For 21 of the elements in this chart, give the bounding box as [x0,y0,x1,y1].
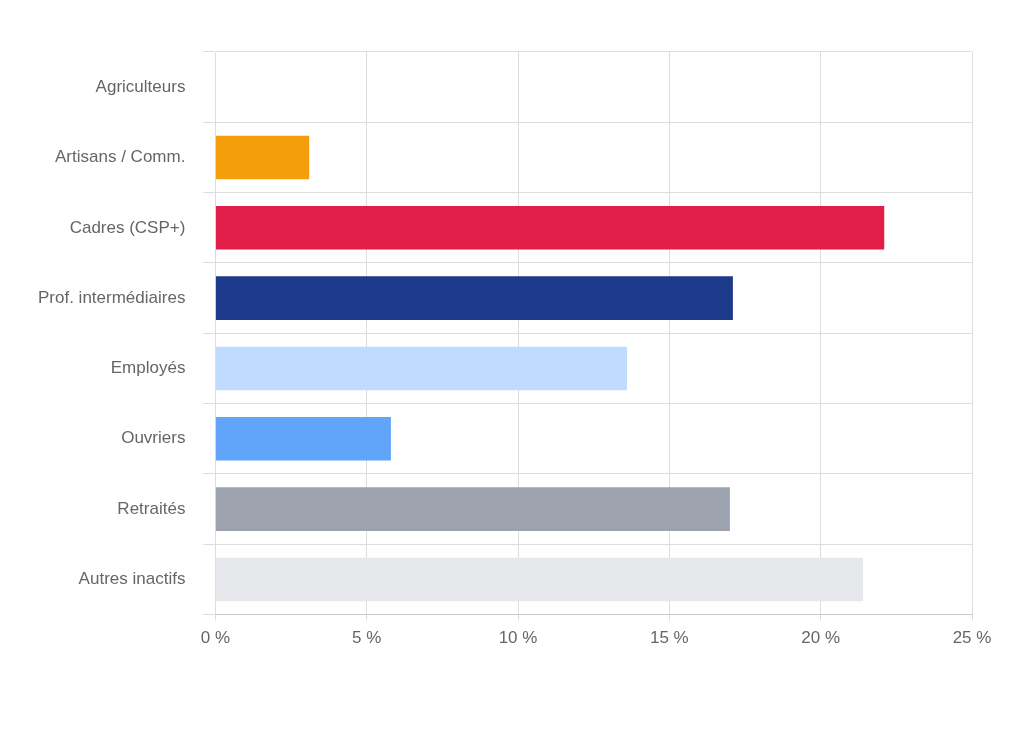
x-tick-label: 0 % [200,628,231,648]
bar [215,206,885,250]
y-tick-label: Employés [110,358,186,378]
x-tick-label: 10 % [498,628,538,648]
x-tick-label: 15 % [649,628,689,648]
bar [215,557,864,602]
y-tick-label: Cadres (CSP+) [69,217,186,237]
y-tick-label: Prof. intermédiaires [38,287,186,307]
y-tick-label: Ouvriers [121,428,186,448]
x-tick-label: 20 % [801,628,841,648]
y-tick-label: Artisans / Comm. [55,147,186,167]
y-tick-label: Retraités [117,498,186,518]
y-tick-label: Agriculteurs [95,76,186,96]
bar [215,487,730,531]
bar [215,346,627,391]
x-tick-label: 25 % [952,628,992,648]
y-tick-label: Autres inactifs [78,569,186,589]
bar [215,135,310,180]
bar [215,416,391,461]
x-tick-label: 5 % [352,628,382,648]
bar [215,276,733,320]
